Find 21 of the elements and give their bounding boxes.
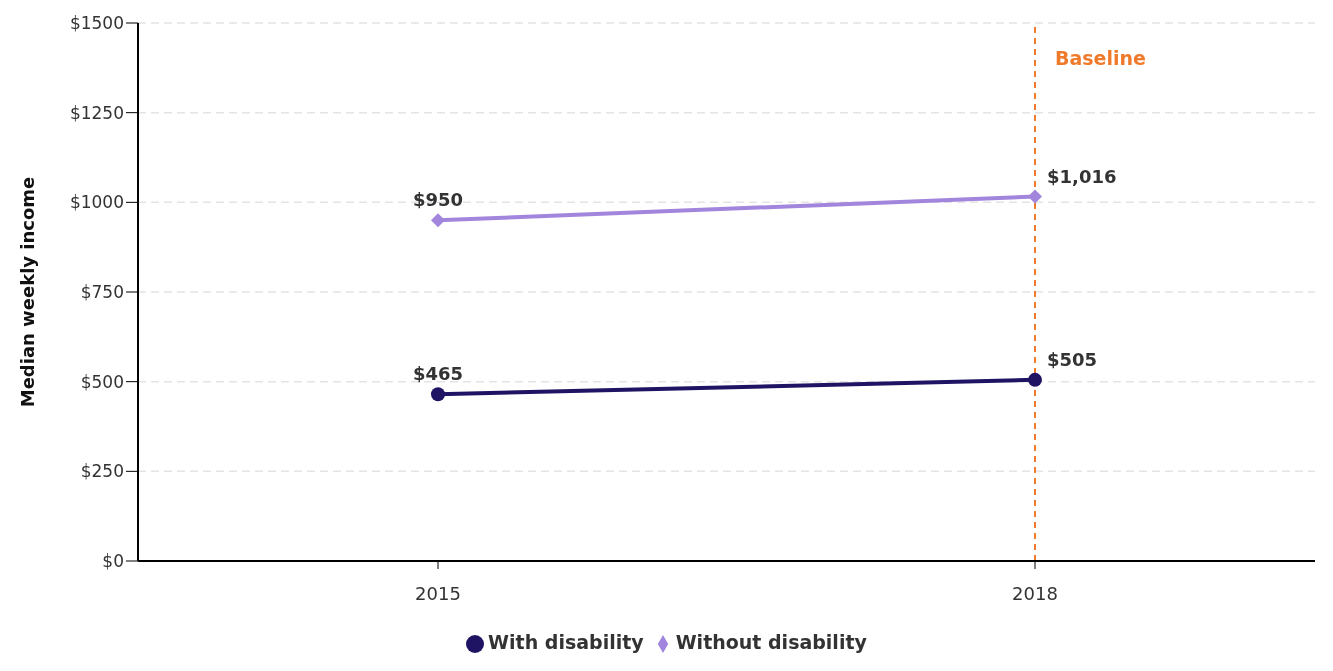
y-tick-label: $0 [102,551,124,572]
ref-line-label: Baseline [1055,47,1146,69]
point [1028,372,1042,387]
y-tick-label: $1250 [69,102,124,123]
legend-label: Without disability [675,631,867,653]
point [1028,189,1042,204]
data-label: $465 [412,363,464,385]
point [431,213,445,228]
y-tick-label: $500 [80,371,124,392]
y-tick-label: $1000 [69,192,124,213]
legend-label: With disability [488,631,644,653]
data-label: $950 [412,189,464,211]
y-tick-label: $250 [80,461,124,482]
x-tick-label: 2015 [415,582,461,604]
data-label: $1,016 [1047,165,1117,187]
x-tick-label: 2018 [1012,582,1058,604]
y-tick-label: $750 [80,282,124,303]
y-tick-label: $1500 [69,13,124,34]
data-label: $505 [1047,348,1098,370]
point [431,387,445,402]
y-axis-title: Median weekly income [17,176,39,408]
